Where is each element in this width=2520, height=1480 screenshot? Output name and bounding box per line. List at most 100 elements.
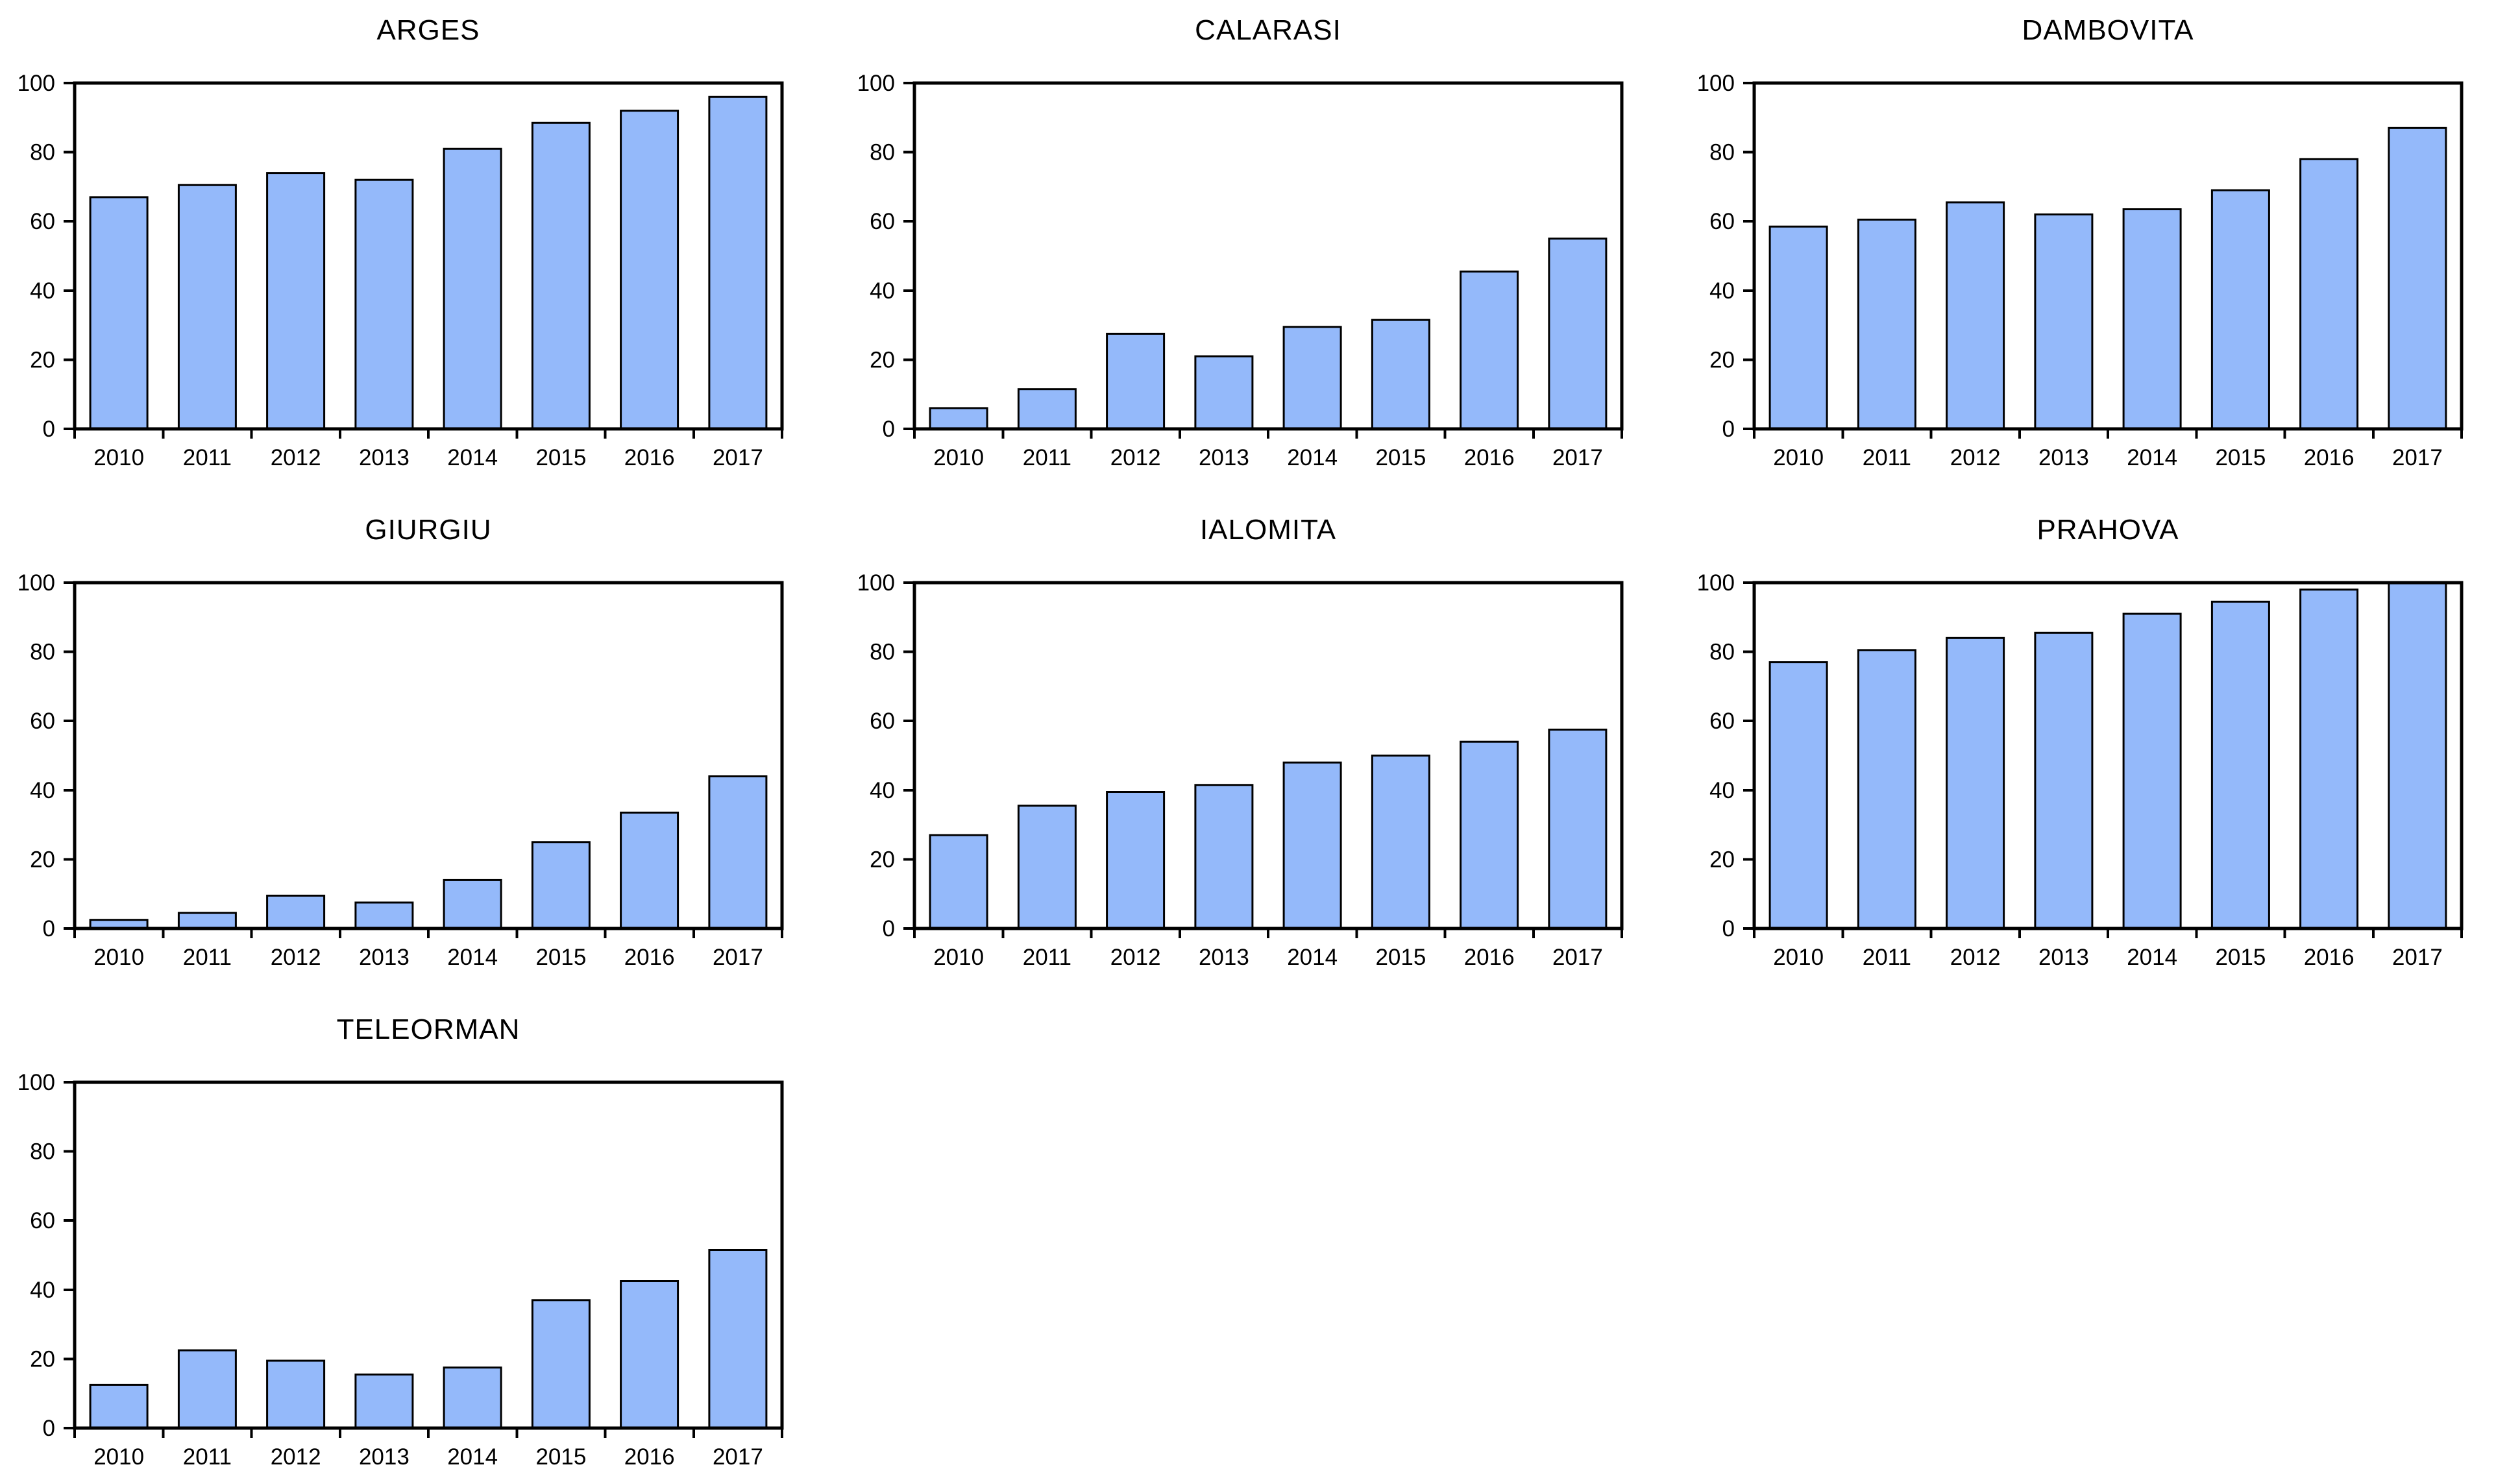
svg-text:2016: 2016: [1464, 445, 1515, 470]
svg-text:100: 100: [857, 570, 895, 596]
chart-title: GIURGIU: [365, 514, 492, 546]
empty-cell: [1680, 999, 2520, 1480]
svg-text:100: 100: [1697, 570, 1735, 596]
svg-text:20: 20: [1709, 347, 1735, 372]
svg-text:2016: 2016: [624, 1444, 675, 1470]
chart-dambovita: DAMBOVITA 0 20 40 60 80 100 2010 2011 2012 2013 20…: [1680, 0, 2520, 500]
svg-text:60: 60: [1709, 709, 1735, 734]
svg-text:40: 40: [870, 278, 895, 304]
chart-title: ARGES: [376, 14, 480, 46]
svg-text:2010: 2010: [93, 1444, 144, 1470]
svg-text:2011: 2011: [1023, 445, 1071, 470]
svg-text:100: 100: [18, 570, 55, 596]
svg-text:2017: 2017: [2392, 945, 2443, 970]
svg-text:0: 0: [43, 417, 55, 442]
svg-text:2013: 2013: [359, 445, 410, 470]
svg-text:100: 100: [18, 1070, 55, 1095]
svg-text:20: 20: [870, 847, 895, 872]
svg-text:2015: 2015: [1375, 445, 1426, 470]
svg-text:2010: 2010: [933, 945, 984, 970]
svg-text:2010: 2010: [93, 945, 144, 970]
svg-text:2011: 2011: [183, 1444, 232, 1470]
svg-text:2017: 2017: [1552, 945, 1603, 970]
svg-text:2014: 2014: [447, 1444, 498, 1470]
svg-text:0: 0: [883, 417, 895, 442]
svg-text:0: 0: [43, 1416, 55, 1441]
svg-text:20: 20: [30, 347, 55, 372]
svg-text:2011: 2011: [183, 445, 232, 470]
svg-text:2015: 2015: [535, 945, 586, 970]
svg-text:2010: 2010: [933, 445, 984, 470]
svg-text:60: 60: [30, 709, 55, 734]
svg-text:20: 20: [1709, 847, 1735, 872]
svg-text:2011: 2011: [1023, 945, 1071, 970]
svg-text:2013: 2013: [1199, 445, 1249, 470]
svg-text:2016: 2016: [2304, 945, 2355, 970]
svg-text:2017: 2017: [1552, 445, 1603, 470]
chart-title: TELEORMAN: [336, 1013, 520, 1045]
chart-title: CALARASI: [1195, 14, 1341, 46]
svg-text:0: 0: [1722, 417, 1735, 442]
svg-text:80: 80: [1709, 640, 1735, 665]
bar-chart-canvas: 0 20 40 60 80 100 2010 2011 2012 2013 2014 2015 2016…: [1697, 71, 2464, 470]
svg-text:2015: 2015: [2215, 945, 2266, 970]
svg-text:60: 60: [1709, 209, 1735, 234]
empty-cell: [840, 999, 1680, 1480]
svg-text:2013: 2013: [2038, 945, 2089, 970]
svg-text:0: 0: [883, 916, 895, 941]
svg-text:60: 60: [30, 209, 55, 234]
chart-giurgiu: GIURGIU 0 20 40 60 80 100 2010 2011 2012 2013 2014…: [0, 500, 840, 999]
svg-text:2014: 2014: [2127, 445, 2177, 470]
svg-text:100: 100: [18, 71, 55, 96]
svg-text:2014: 2014: [447, 945, 498, 970]
svg-text:20: 20: [870, 347, 895, 372]
svg-text:2012: 2012: [271, 945, 321, 970]
chart-title: IALOMITA: [1199, 514, 1337, 546]
svg-text:2017: 2017: [2392, 445, 2443, 470]
svg-text:2016: 2016: [1464, 945, 1515, 970]
svg-text:2012: 2012: [1110, 945, 1161, 970]
svg-text:2016: 2016: [2304, 445, 2355, 470]
svg-text:0: 0: [1722, 916, 1735, 941]
chart-calarasi: CALARASI 0 20 40 60 80 100 2010 2011 2012 2013 201…: [840, 0, 1680, 500]
svg-text:40: 40: [1709, 278, 1735, 304]
bar-chart-canvas: 0 20 40 60 80 100 2010 2011 2012 2013 2014 2015 2016…: [18, 1070, 784, 1470]
bar-chart-canvas: 0 20 40 60 80 100 2010 2011 2012 2013 2014 2015 2016…: [857, 71, 1624, 470]
bar-chart-canvas: 0 20 40 60 80 100 2010 2011 2012 2013 2014 2015 2016…: [857, 570, 1624, 970]
svg-text:40: 40: [30, 1278, 55, 1303]
svg-text:2015: 2015: [535, 1444, 586, 1470]
svg-text:100: 100: [857, 71, 895, 96]
svg-text:2015: 2015: [1375, 945, 1426, 970]
svg-text:2017: 2017: [713, 445, 763, 470]
svg-text:2017: 2017: [713, 945, 763, 970]
svg-text:2012: 2012: [1950, 445, 2001, 470]
svg-text:60: 60: [30, 1208, 55, 1233]
svg-text:80: 80: [30, 1139, 55, 1165]
svg-text:2011: 2011: [1863, 945, 1911, 970]
svg-text:2012: 2012: [271, 1444, 321, 1470]
svg-text:2010: 2010: [1773, 945, 1824, 970]
svg-text:80: 80: [1709, 140, 1735, 165]
svg-text:2016: 2016: [624, 445, 675, 470]
svg-text:0: 0: [43, 916, 55, 941]
svg-text:80: 80: [870, 640, 895, 665]
svg-text:20: 20: [30, 1346, 55, 1372]
svg-text:80: 80: [30, 640, 55, 665]
svg-text:2010: 2010: [1773, 445, 1824, 470]
svg-text:2013: 2013: [1199, 945, 1249, 970]
svg-text:2011: 2011: [183, 945, 232, 970]
svg-text:2015: 2015: [535, 445, 586, 470]
svg-text:2017: 2017: [713, 1444, 763, 1470]
chart-title: DAMBOVITA: [2022, 14, 2194, 46]
chart-title: PRAHOVA: [2037, 514, 2179, 546]
svg-text:2013: 2013: [2038, 445, 2089, 470]
chart-ialomita: IALOMITA 0 20 40 60 80 100 2010 2011 2012 2013 201…: [840, 500, 1680, 999]
svg-text:2014: 2014: [2127, 945, 2177, 970]
svg-text:2014: 2014: [1287, 945, 1338, 970]
bar-chart-canvas: 0 20 40 60 80 100 2010 2011 2012 2013 2014 2015 2016…: [18, 570, 784, 970]
bar-chart-canvas: 0 20 40 60 80 100 2010 2011 2012 2013 2014 2015 2016…: [18, 71, 784, 470]
svg-text:40: 40: [1709, 778, 1735, 803]
svg-text:2013: 2013: [359, 1444, 410, 1470]
svg-text:2013: 2013: [359, 945, 410, 970]
